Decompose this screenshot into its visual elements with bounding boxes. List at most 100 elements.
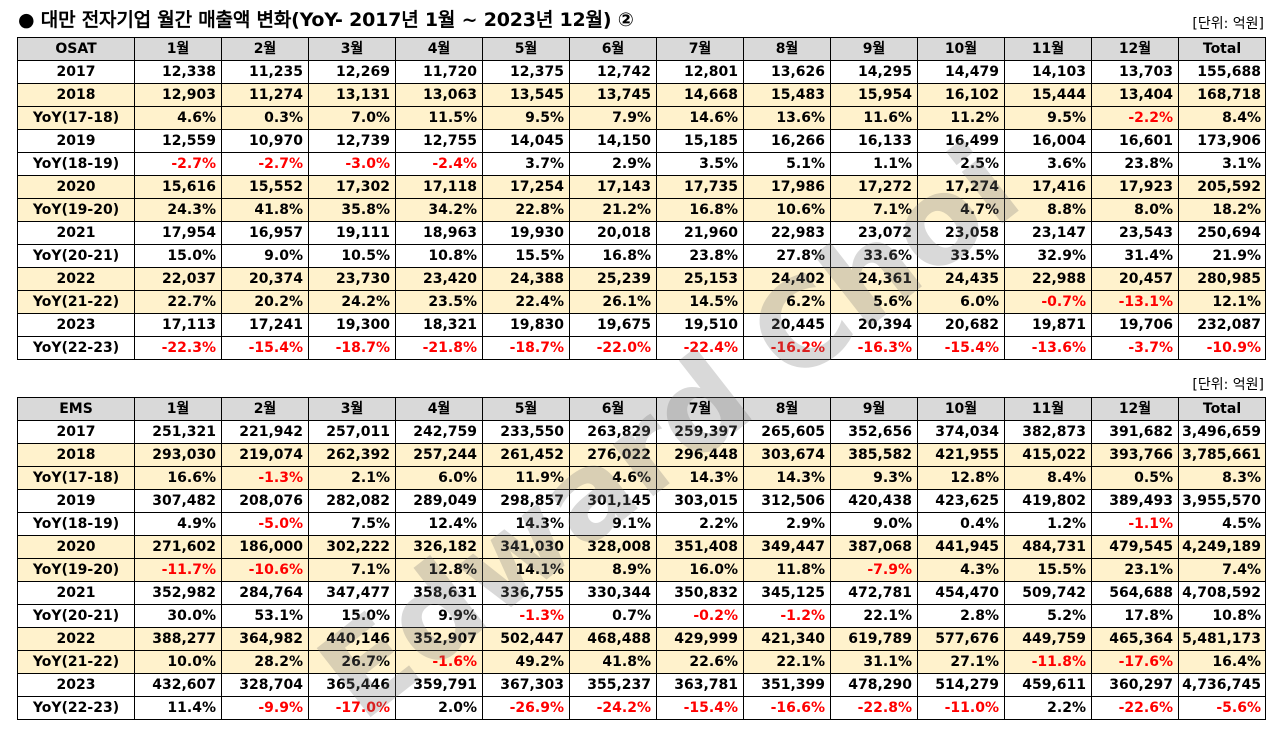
value-cell: 17,416 — [1004, 175, 1092, 199]
column-header: 9월 — [830, 37, 918, 61]
value-cell: -13.1% — [1091, 290, 1179, 314]
total-cell: -5.6% — [1178, 696, 1266, 720]
value-cell: 26.7% — [308, 650, 396, 674]
value-cell: 12,375 — [482, 60, 570, 84]
value-cell: -15.4% — [221, 336, 309, 360]
total-cell: 18.2% — [1178, 198, 1266, 222]
value-cell: 13,703 — [1091, 60, 1179, 84]
value-cell: 2.1% — [308, 466, 396, 490]
value-cell: 11.2% — [917, 106, 1005, 130]
value-cell: 16,133 — [830, 129, 918, 153]
row-label: YoY(19-20) — [17, 558, 135, 582]
value-cell: 5.2% — [1004, 604, 1092, 628]
value-cell: 15,185 — [656, 129, 744, 153]
value-cell: 359,791 — [395, 673, 483, 697]
value-cell: 19,871 — [1004, 313, 1092, 337]
row-label: 2018 — [17, 83, 135, 107]
value-cell: 19,930 — [482, 221, 570, 245]
value-cell: 24,435 — [917, 267, 1005, 291]
table-row: 2021 17,954 16,957 19,111 18,963 19,930 20,018… — [17, 221, 1266, 245]
value-cell: 12.8% — [395, 558, 483, 582]
value-cell: 514,279 — [917, 673, 1005, 697]
row-label: 2022 — [17, 267, 135, 291]
value-cell: 22.4% — [482, 290, 570, 314]
value-cell: 14,103 — [1004, 60, 1092, 84]
value-cell: 12,338 — [134, 60, 222, 84]
table-category-header: OSAT — [17, 37, 135, 61]
value-cell: 2.5% — [917, 152, 1005, 176]
value-cell: -22.4% — [656, 336, 744, 360]
row-label: 2019 — [17, 489, 135, 513]
value-cell: 25,239 — [569, 267, 657, 291]
table-row: 2021 352,982 284,764 347,477 358,631 336,755 3… — [17, 581, 1266, 605]
total-cell: 168,718 — [1178, 83, 1266, 107]
value-cell: 19,510 — [656, 313, 744, 337]
value-cell: -0.2% — [656, 604, 744, 628]
value-cell: 282,082 — [308, 489, 396, 513]
total-cell: 4.5% — [1178, 512, 1266, 536]
table-row: 2018 293,030 219,074 262,392 257,244 261,452 2… — [17, 443, 1266, 467]
table-row: 2022 388,277 364,982 440,146 352,907 502,447 4… — [17, 627, 1266, 651]
value-cell: 242,759 — [395, 420, 483, 444]
value-cell: 10.8% — [395, 244, 483, 268]
value-cell: -3.0% — [308, 152, 396, 176]
value-cell: 15,552 — [221, 175, 309, 199]
page-title: ● 대만 전자기업 월간 매출액 변화(YoY- 2017년 1월 ~ 2023… — [18, 9, 634, 31]
table-row: 2017 12,338 11,235 12,269 11,720 12,375 12,742… — [17, 60, 1266, 84]
value-cell: 20.2% — [221, 290, 309, 314]
value-cell: 19,300 — [308, 313, 396, 337]
value-cell: 15.5% — [482, 244, 570, 268]
value-cell: 14.1% — [482, 558, 570, 582]
value-cell: 12,559 — [134, 129, 222, 153]
value-cell: 0.5% — [1091, 466, 1179, 490]
value-cell: 4.6% — [569, 466, 657, 490]
value-cell: 20,457 — [1091, 267, 1179, 291]
value-cell: 619,789 — [830, 627, 918, 651]
value-cell: 27.1% — [917, 650, 1005, 674]
value-cell: 11,274 — [221, 83, 309, 107]
value-cell: 23,058 — [917, 221, 1005, 245]
row-label: YoY(19-20) — [17, 198, 135, 222]
row-label: 2018 — [17, 443, 135, 467]
value-cell: 233,550 — [482, 420, 570, 444]
value-cell: 13.6% — [743, 106, 831, 130]
value-cell: 22.1% — [743, 650, 831, 674]
column-header: 6월 — [569, 397, 657, 421]
value-cell: 16.6% — [134, 466, 222, 490]
value-cell: 259,397 — [656, 420, 744, 444]
value-cell: 35.8% — [308, 198, 396, 222]
value-cell: 9.5% — [482, 106, 570, 130]
value-cell: 5.1% — [743, 152, 831, 176]
value-cell: 14,150 — [569, 129, 657, 153]
value-cell: 23.5% — [395, 290, 483, 314]
value-cell: 14.6% — [656, 106, 744, 130]
value-cell: 420,438 — [830, 489, 918, 513]
value-cell: 9.5% — [1004, 106, 1092, 130]
value-cell: 13,404 — [1091, 83, 1179, 107]
row-label: 2017 — [17, 420, 135, 444]
value-cell: 41.8% — [569, 650, 657, 674]
total-cell: 5,481,173 — [1178, 627, 1266, 651]
value-cell: 20,445 — [743, 313, 831, 337]
value-cell: 15,616 — [134, 175, 222, 199]
value-cell: -22.6% — [1091, 696, 1179, 720]
value-cell: 16.8% — [656, 198, 744, 222]
value-cell: 23,730 — [308, 267, 396, 291]
table-row: 2019 307,482 208,076 282,082 289,049 298,857 3… — [17, 489, 1266, 513]
value-cell: 415,022 — [1004, 443, 1092, 467]
unit-label-ems: [단위: 억원] — [1192, 377, 1264, 393]
value-cell: 24,402 — [743, 267, 831, 291]
value-cell: -7.9% — [830, 558, 918, 582]
value-cell: 4.9% — [134, 512, 222, 536]
value-cell: 17.8% — [1091, 604, 1179, 628]
ems-revenue-table: EMS 1월 2월 3월 4월 5월 6월 7월 8월 9월 10월 11월 12월 Total 2017 2… — [17, 397, 1266, 720]
total-cell: 3,496,659 — [1178, 420, 1266, 444]
column-header: 9월 — [830, 397, 918, 421]
table-row: 2023 17,113 17,241 19,300 18,321 19,830 19,675… — [17, 313, 1266, 337]
value-cell: 328,704 — [221, 673, 309, 697]
value-cell: 351,399 — [743, 673, 831, 697]
value-cell: 289,049 — [395, 489, 483, 513]
value-cell: 5.6% — [830, 290, 918, 314]
table-row: 2019 12,559 10,970 12,739 12,755 14,045 14,150… — [17, 129, 1266, 153]
value-cell: 31.1% — [830, 650, 918, 674]
